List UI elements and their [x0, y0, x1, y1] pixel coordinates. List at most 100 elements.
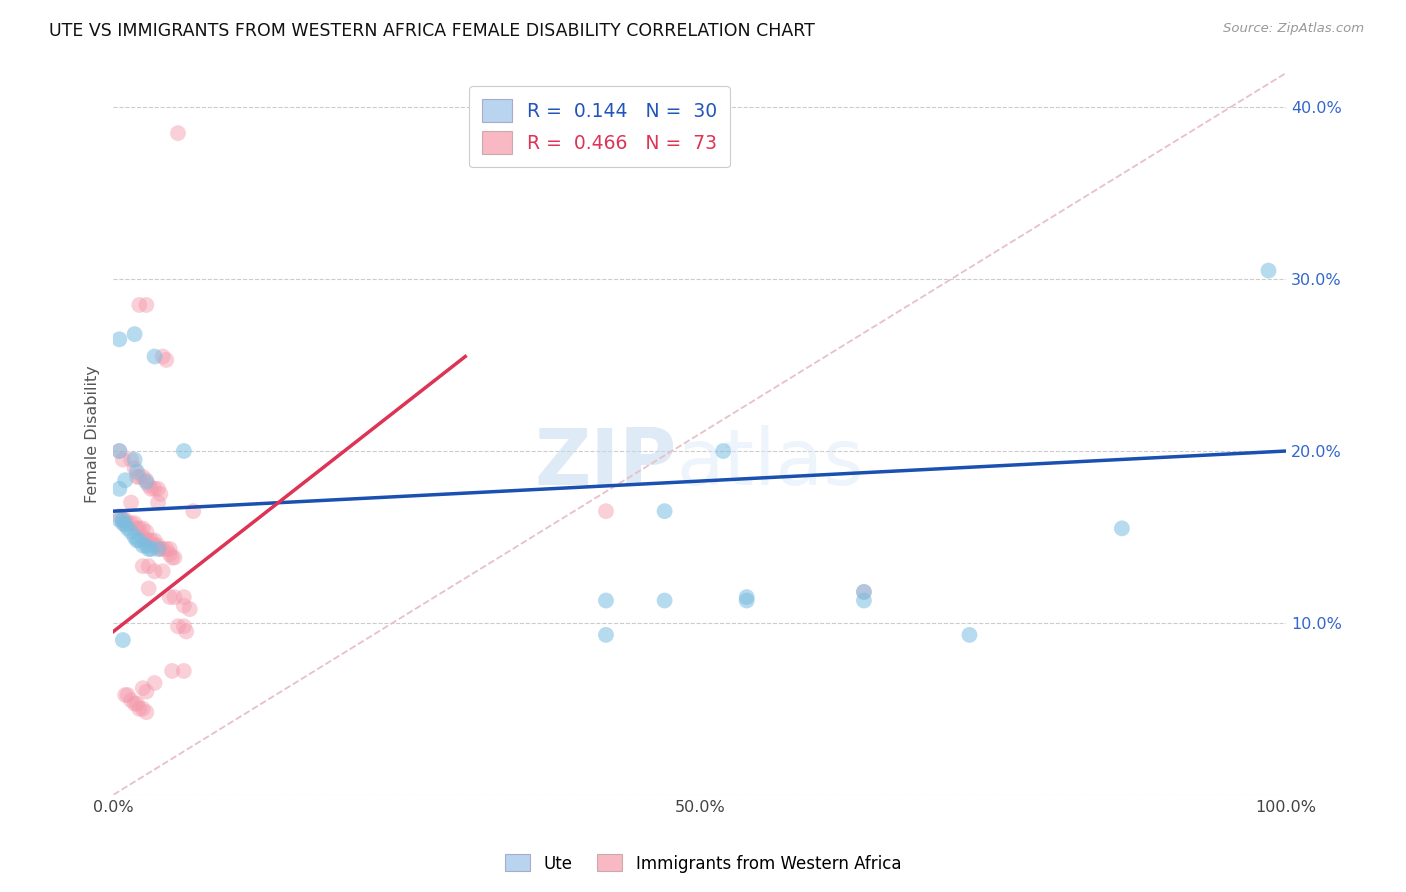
Point — [128, 470, 150, 484]
Text: Source: ZipAtlas.com: Source: ZipAtlas.com — [1223, 22, 1364, 36]
Point — [959, 628, 981, 642]
Point — [595, 504, 617, 518]
Point — [173, 590, 195, 604]
Point — [146, 495, 169, 509]
Point — [120, 693, 142, 707]
Point — [135, 684, 157, 698]
Point — [125, 533, 148, 548]
Point — [139, 541, 162, 556]
Point — [173, 444, 195, 458]
Point — [139, 533, 162, 548]
Point — [155, 541, 177, 556]
Point — [114, 688, 136, 702]
Point — [138, 533, 160, 548]
Point — [159, 541, 181, 556]
Point — [174, 624, 197, 639]
Point — [108, 482, 131, 496]
Point — [160, 550, 183, 565]
Point — [132, 530, 155, 544]
Point — [159, 590, 181, 604]
Point — [595, 593, 617, 607]
Point — [152, 541, 174, 556]
Point — [128, 533, 150, 548]
Point — [138, 478, 160, 492]
Point — [155, 353, 177, 368]
Point — [124, 530, 146, 544]
Point — [135, 533, 157, 548]
Point — [128, 521, 150, 535]
Point — [132, 521, 155, 535]
Point — [124, 452, 146, 467]
Point — [135, 475, 157, 489]
Text: atlas: atlas — [676, 425, 863, 500]
Text: UTE VS IMMIGRANTS FROM WESTERN AFRICA FEMALE DISABILITY CORRELATION CHART: UTE VS IMMIGRANTS FROM WESTERN AFRICA FE… — [49, 22, 815, 40]
Point — [852, 585, 875, 599]
Point — [132, 702, 155, 716]
Point — [735, 590, 758, 604]
Point — [108, 332, 131, 346]
Point — [143, 564, 166, 578]
Point — [135, 705, 157, 719]
Point — [114, 513, 136, 527]
Point — [173, 599, 195, 613]
Point — [120, 516, 142, 531]
Point — [152, 564, 174, 578]
Point — [132, 470, 155, 484]
Point — [120, 524, 142, 539]
Point — [125, 697, 148, 711]
Point — [163, 590, 186, 604]
Point — [852, 593, 875, 607]
Point — [595, 628, 617, 642]
Legend: R =  0.144   N =  30, R =  0.466   N =  73: R = 0.144 N = 30, R = 0.466 N = 73 — [468, 86, 730, 168]
Point — [124, 327, 146, 342]
Point — [735, 593, 758, 607]
Point — [135, 524, 157, 539]
Point — [654, 504, 676, 518]
Point — [111, 513, 134, 527]
Point — [711, 444, 734, 458]
Point — [132, 539, 155, 553]
Point — [117, 516, 139, 531]
Point — [138, 582, 160, 596]
Point — [120, 495, 142, 509]
Point — [125, 470, 148, 484]
Point — [125, 521, 148, 535]
Point — [125, 465, 148, 479]
Point — [167, 619, 190, 633]
Point — [146, 539, 169, 553]
Text: ZIP: ZIP — [534, 425, 676, 500]
Point — [181, 504, 204, 518]
Point — [143, 350, 166, 364]
Point — [128, 298, 150, 312]
Point — [135, 473, 157, 487]
Point — [146, 541, 169, 556]
Point — [120, 452, 142, 467]
Y-axis label: Female Disability: Female Disability — [86, 365, 100, 503]
Point — [111, 633, 134, 648]
Point — [173, 664, 195, 678]
Point — [152, 350, 174, 364]
Point — [139, 482, 162, 496]
Point — [143, 533, 166, 548]
Point — [108, 444, 131, 458]
Point — [143, 676, 166, 690]
Point — [135, 539, 157, 553]
Point — [117, 688, 139, 702]
Point — [124, 697, 146, 711]
Point — [117, 521, 139, 535]
Point — [149, 541, 172, 556]
Point — [132, 559, 155, 574]
Point — [163, 550, 186, 565]
Point — [124, 516, 146, 531]
Point — [138, 559, 160, 574]
Point — [173, 619, 195, 633]
Point — [654, 593, 676, 607]
Point — [143, 482, 166, 496]
Point — [108, 509, 131, 524]
Point — [111, 513, 134, 527]
Point — [111, 452, 134, 467]
Point — [143, 539, 166, 553]
Point — [146, 482, 169, 496]
Point — [108, 444, 131, 458]
Point — [128, 702, 150, 716]
